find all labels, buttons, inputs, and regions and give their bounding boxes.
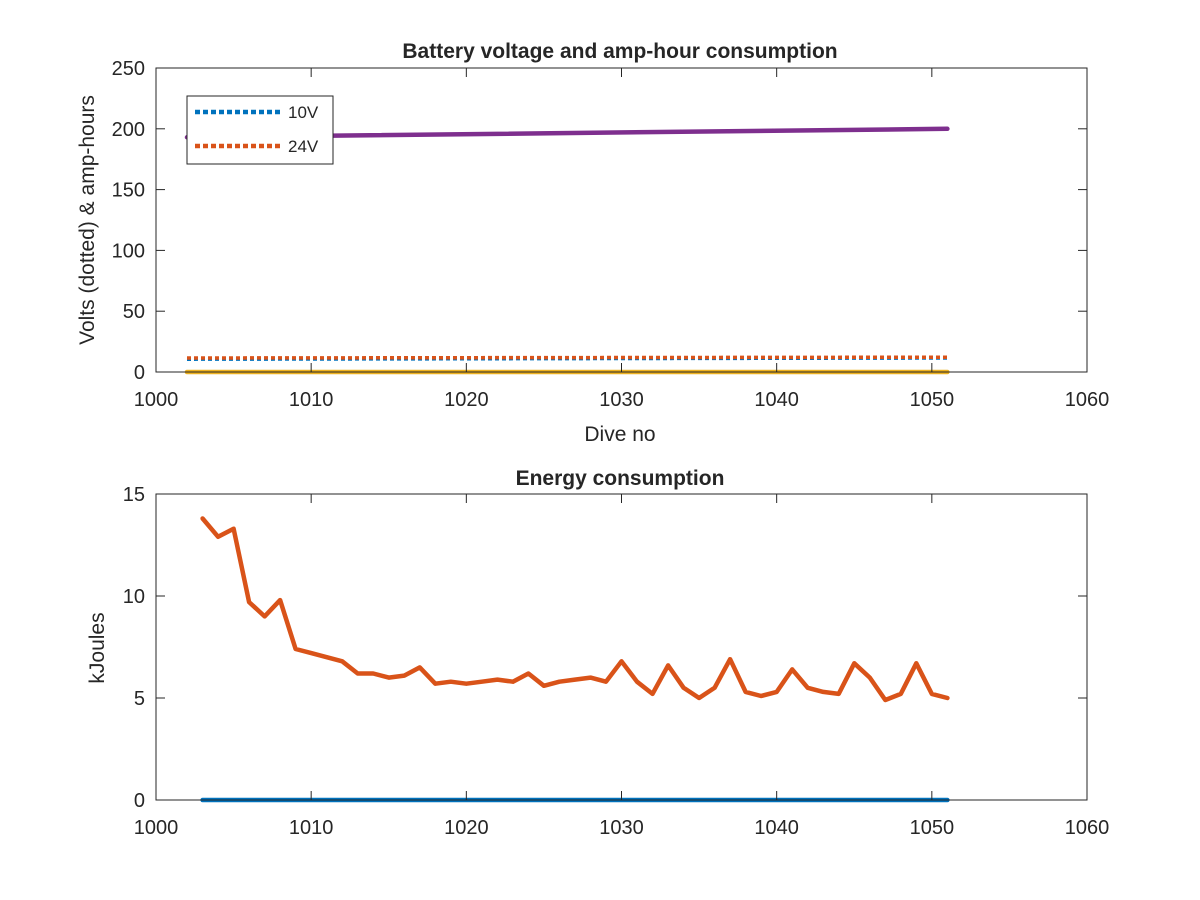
y-tick-label: 15 (123, 484, 145, 506)
x-tick-label: 1020 (444, 817, 489, 839)
x-tick-label: 1000 (134, 389, 179, 411)
y-axis-label: kJoules (86, 612, 109, 683)
series-24v (186, 355, 948, 360)
series-layer (200, 516, 950, 803)
ticks-layer: 1000 1010 1020 1030 1040 1050 1060 0 50 100 150 200… (112, 58, 1110, 411)
x-tick-label: 1050 (910, 817, 955, 839)
x-tick-label: 1030 (599, 817, 644, 839)
x-axis-label: Dive no (584, 423, 655, 446)
legend-box (186, 95, 334, 165)
x-tick-label: 1040 (754, 817, 799, 839)
y-tick-label: 5 (134, 688, 145, 710)
y-tick-label: 250 (112, 58, 145, 80)
energy-consumption-plot: Energy consumption kJoules 1000 1010 1020 1… (86, 467, 1109, 839)
ticks-layer: 1000 1010 1020 1030 1040 1050 1060 0 5 10 15 (123, 484, 1110, 839)
y-tick-label: 0 (134, 362, 145, 384)
y-tick-label: 10 (123, 586, 145, 608)
x-tick-label: 1060 (1065, 389, 1110, 411)
series-line-0 (200, 516, 950, 703)
x-tick-label: 1010 (289, 389, 334, 411)
chart-title: Energy consumption (516, 467, 725, 490)
legend-label-24v: 24V (288, 137, 319, 156)
y-tick-label: 200 (112, 119, 145, 141)
y-tick-label: 100 (112, 240, 145, 262)
x-tick-label: 1050 (910, 389, 955, 411)
battery-voltage-plot: Battery voltage and amp-hour consumption… (76, 40, 1109, 446)
y-tick-label: 50 (123, 301, 145, 323)
x-tick-label: 1010 (289, 817, 334, 839)
chart-title: Battery voltage and amp-hour consumption (402, 40, 837, 63)
y-axis-label: Volts (dotted) & amp-hours (76, 95, 99, 345)
x-tick-label: 1030 (599, 389, 644, 411)
x-tick-label: 1040 (754, 389, 799, 411)
x-tick-label: 1020 (444, 389, 489, 411)
series-layer (184, 126, 950, 375)
y-tick-label: 150 (112, 180, 145, 202)
y-tick-label: 0 (134, 790, 145, 812)
x-tick-label: 1000 (134, 817, 179, 839)
legend: 10V 24V (186, 95, 334, 165)
legend-label-10v: 10V (288, 103, 319, 122)
x-tick-label: 1060 (1065, 817, 1110, 839)
